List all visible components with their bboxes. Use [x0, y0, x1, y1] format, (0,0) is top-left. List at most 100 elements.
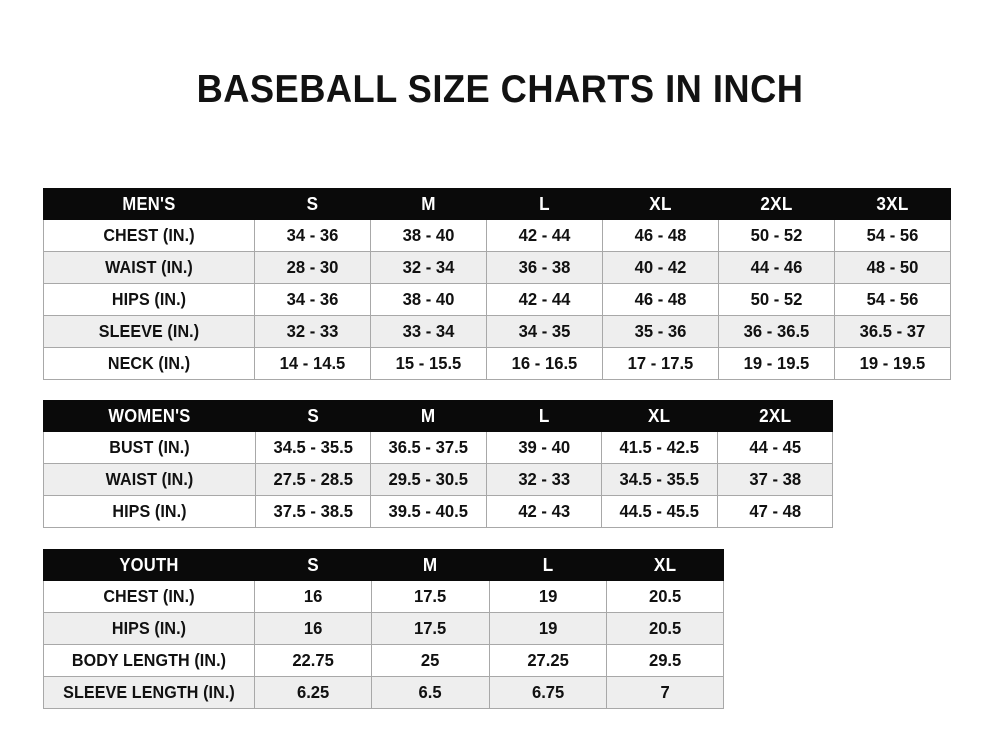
measurement-label: SLEEVE (IN.)	[43, 315, 255, 348]
page-title: BASEBALL SIZE CHARTS IN INCH	[196, 68, 804, 111]
measurement-label: NECK (IN.)	[43, 347, 255, 380]
measurement-value: 34 - 36	[254, 283, 371, 316]
table-row: SLEEVE (IN.) 32 - 33 33 - 34 34 - 35 35 - 36…	[43, 315, 951, 348]
measurement-value: 6.75	[488, 676, 607, 709]
size-column-header: XL	[605, 549, 725, 581]
measurement-value: 17 - 17.5	[602, 347, 719, 380]
measurement-value: 44.5 - 45.5	[601, 495, 718, 528]
measurement-label: BUST (IN.)	[43, 431, 256, 464]
measurement-value: 54 - 56	[834, 283, 951, 316]
measurement-value: 29.5	[605, 644, 725, 677]
measurement-label: WAIST (IN.)	[43, 463, 256, 496]
measurement-value: 15 - 15.5	[370, 347, 487, 380]
measurement-value: 39 - 40	[485, 431, 603, 464]
measurement-value: 32 - 33	[485, 463, 603, 496]
measurement-value: 16	[253, 580, 373, 613]
size-column-header: XL	[602, 188, 719, 220]
measurement-value: 39.5 - 40.5	[370, 495, 487, 528]
measurement-value: 48 - 50	[834, 251, 951, 284]
measurement-value: 42 - 44	[486, 219, 603, 252]
measurement-value: 36 - 38	[486, 251, 603, 284]
measurement-value: 19 - 19.5	[718, 347, 835, 380]
table-row: HIPS (IN.) 16 17.5 19 20.5	[43, 612, 725, 645]
womens-table-corner-label: WOMEN'S	[43, 400, 256, 432]
measurement-label: WAIST (IN.)	[43, 251, 255, 284]
measurement-value: 16 - 16.5	[486, 347, 603, 380]
measurement-value: 44 - 46	[718, 251, 835, 284]
measurement-value: 50 - 52	[718, 219, 835, 252]
size-column-header: 2XL	[716, 400, 834, 432]
table-row: BUST (IN.) 34.5 - 35.5 36.5 - 37.5 39 - 40 4…	[43, 431, 834, 464]
measurement-label: BODY LENGTH (IN.)	[43, 644, 255, 677]
measurement-value: 38 - 40	[370, 219, 487, 252]
size-column-header: XL	[601, 400, 718, 432]
size-column-header: S	[254, 400, 372, 432]
measurement-value: 27.5 - 28.5	[254, 463, 372, 496]
measurement-value: 19	[488, 580, 607, 613]
measurement-value: 47 - 48	[716, 495, 834, 528]
size-column-header: 2XL	[718, 188, 835, 220]
measurement-value: 27.25	[488, 644, 607, 677]
measurement-value: 6.25	[253, 676, 373, 709]
size-column-header: L	[486, 188, 603, 220]
measurement-value: 36 - 36.5	[718, 315, 835, 348]
measurement-label: HIPS (IN.)	[43, 283, 255, 316]
measurement-label: HIPS (IN.)	[43, 612, 255, 645]
measurement-value: 34.5 - 35.5	[254, 431, 372, 464]
table-header-row: WOMEN'S S M L XL 2XL	[43, 400, 834, 432]
table-row: CHEST (IN.) 16 17.5 19 20.5	[43, 580, 725, 613]
measurement-value: 32 - 34	[370, 251, 487, 284]
measurement-value: 29.5 - 30.5	[370, 463, 487, 496]
measurement-value: 6.5	[371, 676, 490, 709]
size-column-header: S	[253, 549, 373, 581]
measurement-value: 34 - 35	[486, 315, 603, 348]
measurement-value: 28 - 30	[254, 251, 371, 284]
measurement-value: 25	[371, 644, 490, 677]
measurement-value: 37 - 38	[716, 463, 834, 496]
measurement-value: 32 - 33	[254, 315, 371, 348]
table-row: CHEST (IN.) 34 - 36 38 - 40 42 - 44 46 - 48 5…	[43, 219, 951, 252]
table-row: NECK (IN.) 14 - 14.5 15 - 15.5 16 - 16.5 17 …	[43, 347, 951, 380]
measurement-label: HIPS (IN.)	[43, 495, 256, 528]
measurement-value: 17.5	[371, 612, 490, 645]
measurement-label: CHEST (IN.)	[43, 580, 255, 613]
measurement-value: 34.5 - 35.5	[601, 463, 718, 496]
table-row: WAIST (IN.) 28 - 30 32 - 34 36 - 38 40 - 42 4…	[43, 251, 951, 284]
measurement-value: 46 - 48	[602, 283, 719, 316]
measurement-value: 36.5 - 37	[834, 315, 951, 348]
table-header-row: MEN'S S M L XL 2XL 3XL	[43, 188, 951, 220]
mens-size-table: MEN'S S M L XL 2XL 3XL CHEST (IN.) 34 - 36 38 - 4…	[43, 188, 951, 380]
table-row: HIPS (IN.) 34 - 36 38 - 40 42 - 44 46 - 48 50…	[43, 283, 951, 316]
size-column-header: L	[488, 549, 607, 581]
table-row: HIPS (IN.) 37.5 - 38.5 39.5 - 40.5 42 - 43 4…	[43, 495, 834, 528]
measurement-value: 37.5 - 38.5	[254, 495, 372, 528]
measurement-value: 20.5	[605, 612, 725, 645]
measurement-value: 16	[253, 612, 373, 645]
measurement-value: 42 - 44	[486, 283, 603, 316]
measurement-label: SLEEVE LENGTH (IN.)	[43, 676, 255, 709]
measurement-value: 33 - 34	[370, 315, 487, 348]
measurement-value: 36.5 - 37.5	[370, 431, 487, 464]
size-column-header: M	[370, 188, 487, 220]
youth-table-corner-label: YOUTH	[43, 549, 255, 581]
measurement-value: 34 - 36	[254, 219, 371, 252]
size-column-header: 3XL	[834, 188, 951, 220]
measurement-value: 22.75	[253, 644, 373, 677]
measurement-value: 19	[488, 612, 607, 645]
measurement-value: 54 - 56	[834, 219, 951, 252]
table-header-row: YOUTH S M L XL	[43, 549, 725, 581]
womens-size-table: WOMEN'S S M L XL 2XL BUST (IN.) 34.5 - 35.5 36.5…	[43, 400, 834, 528]
size-column-header: M	[370, 400, 487, 432]
measurement-value: 38 - 40	[370, 283, 487, 316]
measurement-value: 20.5	[605, 580, 725, 613]
measurement-value: 46 - 48	[602, 219, 719, 252]
measurement-label: CHEST (IN.)	[43, 219, 255, 252]
measurement-value: 41.5 - 42.5	[601, 431, 718, 464]
table-row: SLEEVE LENGTH (IN.) 6.25 6.5 6.75 7	[43, 676, 725, 709]
measurement-value: 35 - 36	[602, 315, 719, 348]
youth-size-table: YOUTH S M L XL CHEST (IN.) 16 17.5 19 20.5 HIPS (I…	[43, 549, 725, 709]
measurement-value: 44 - 45	[716, 431, 834, 464]
measurement-value: 40 - 42	[602, 251, 719, 284]
size-column-header: L	[485, 400, 603, 432]
